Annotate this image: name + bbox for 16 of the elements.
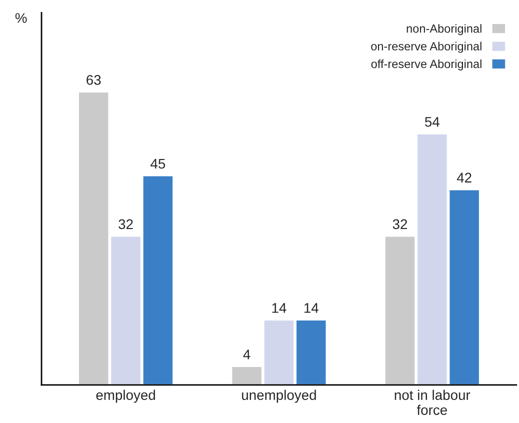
data-label: 42 [456,172,472,182]
data-label: 54 [424,117,440,127]
x-tick-label: unemployed [242,390,316,403]
data-label: 45 [150,158,166,169]
data-label: 32 [392,219,408,230]
x-tick-label: employed [96,390,155,403]
x-tick-label: not in labour force [394,390,470,415]
y-axis-title: % [15,13,27,23]
legend-label: off-reserve Aboriginal [371,59,482,70]
data-label: 32 [118,219,133,230]
legend-label: non-Aboriginal [406,24,482,36]
legend-label: on-reserve Aboriginal [371,42,482,53]
data-label: 4 [243,350,250,360]
data-label: 63 [86,75,101,85]
data-label: 14 [304,303,318,313]
data-label: 14 [272,303,286,313]
